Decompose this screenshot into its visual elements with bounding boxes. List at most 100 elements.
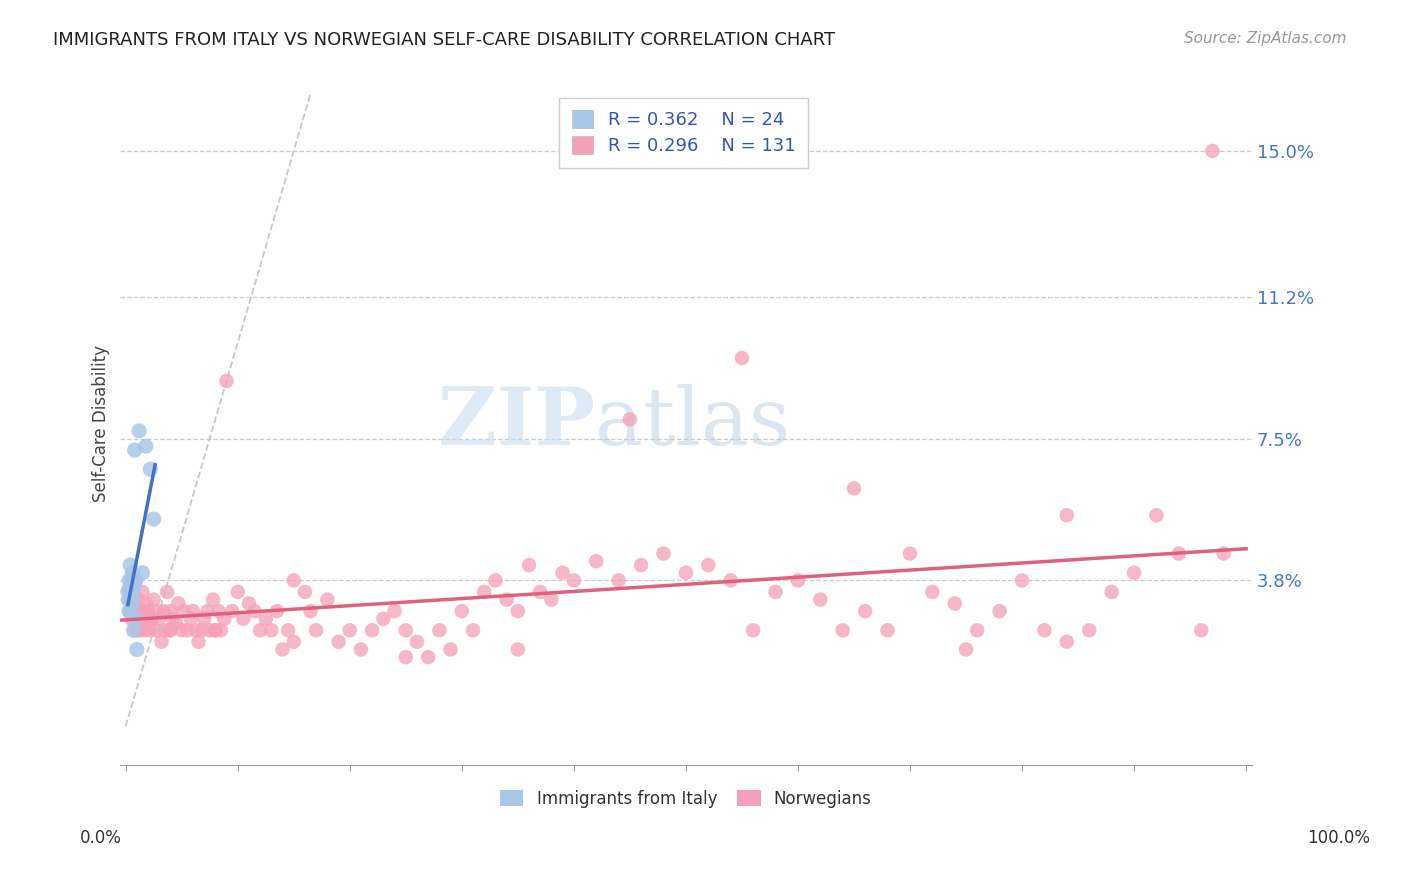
Point	[384, 604, 406, 618]
Point	[1078, 624, 1101, 638]
Point	[675, 566, 697, 580]
Point	[731, 351, 754, 365]
Point	[585, 554, 607, 568]
Point	[283, 635, 305, 649]
Point	[765, 585, 787, 599]
Point	[215, 374, 238, 388]
Point	[170, 624, 193, 638]
Point	[202, 592, 225, 607]
Point	[283, 574, 305, 588]
Point	[506, 604, 529, 618]
Point	[173, 604, 195, 618]
Point	[139, 462, 162, 476]
Point	[145, 624, 167, 638]
Point	[271, 642, 294, 657]
Point	[1101, 585, 1123, 599]
Point	[139, 624, 162, 638]
Point	[697, 558, 720, 573]
Point	[120, 589, 142, 603]
Point	[506, 642, 529, 657]
Point	[124, 624, 146, 638]
Point	[176, 624, 198, 638]
Point	[277, 624, 299, 638]
Point	[630, 558, 652, 573]
Point	[156, 585, 179, 599]
Point	[186, 624, 208, 638]
Point	[131, 612, 153, 626]
Point	[125, 574, 148, 588]
Point	[117, 585, 139, 599]
Point	[180, 612, 202, 626]
Point	[141, 612, 163, 626]
Point	[742, 624, 765, 638]
Point	[121, 581, 143, 595]
Point	[1123, 566, 1146, 580]
Point	[118, 592, 141, 607]
Text: ZIP: ZIP	[439, 384, 595, 462]
Point	[167, 597, 190, 611]
Point	[720, 574, 742, 588]
Point	[472, 585, 495, 599]
Point	[461, 624, 484, 638]
Point	[193, 612, 215, 626]
Point	[238, 597, 260, 611]
Point	[121, 566, 143, 580]
Point	[150, 635, 173, 649]
Point	[153, 624, 176, 638]
Point	[136, 612, 159, 626]
Point	[204, 624, 226, 638]
Point	[831, 624, 853, 638]
Point	[517, 558, 540, 573]
Point	[117, 592, 139, 607]
Point	[214, 612, 236, 626]
Point	[120, 604, 142, 618]
Point	[853, 604, 876, 618]
Point	[619, 412, 641, 426]
Text: Source: ZipAtlas.com: Source: ZipAtlas.com	[1184, 31, 1347, 46]
Point	[955, 642, 977, 657]
Legend: Immigrants from Italy, Norwegians: Immigrants from Italy, Norwegians	[494, 783, 879, 814]
Point	[373, 612, 395, 626]
Point	[562, 574, 585, 588]
Point	[787, 574, 810, 588]
Point	[142, 592, 165, 607]
Y-axis label: Self-Care Disability: Self-Care Disability	[93, 344, 110, 501]
Point	[142, 512, 165, 526]
Point	[1011, 574, 1033, 588]
Text: 100.0%: 100.0%	[1308, 829, 1369, 847]
Point	[1146, 508, 1168, 523]
Point	[1212, 547, 1234, 561]
Point	[450, 604, 472, 618]
Point	[118, 574, 141, 588]
Point	[266, 604, 288, 618]
Point	[181, 604, 204, 618]
Point	[540, 592, 562, 607]
Point	[484, 574, 506, 588]
Point	[120, 558, 142, 573]
Point	[260, 624, 283, 638]
Point	[120, 604, 142, 618]
Point	[122, 624, 145, 638]
Point	[118, 581, 141, 595]
Point	[243, 604, 266, 618]
Point	[495, 592, 517, 607]
Point	[121, 597, 143, 611]
Point	[294, 585, 316, 599]
Point	[429, 624, 451, 638]
Point	[187, 635, 209, 649]
Point	[118, 604, 141, 618]
Point	[134, 624, 156, 638]
Text: IMMIGRANTS FROM ITALY VS NORWEGIAN SELF-CARE DISABILITY CORRELATION CHART: IMMIGRANTS FROM ITALY VS NORWEGIAN SELF-…	[53, 31, 835, 49]
Point	[165, 615, 187, 630]
Point	[254, 612, 277, 626]
Point	[208, 604, 231, 618]
Point	[152, 604, 174, 618]
Point	[226, 585, 249, 599]
Point	[131, 566, 153, 580]
Point	[876, 624, 898, 638]
Point	[316, 592, 339, 607]
Point	[395, 624, 418, 638]
Point	[652, 547, 675, 561]
Point	[121, 566, 143, 580]
Point	[135, 439, 157, 453]
